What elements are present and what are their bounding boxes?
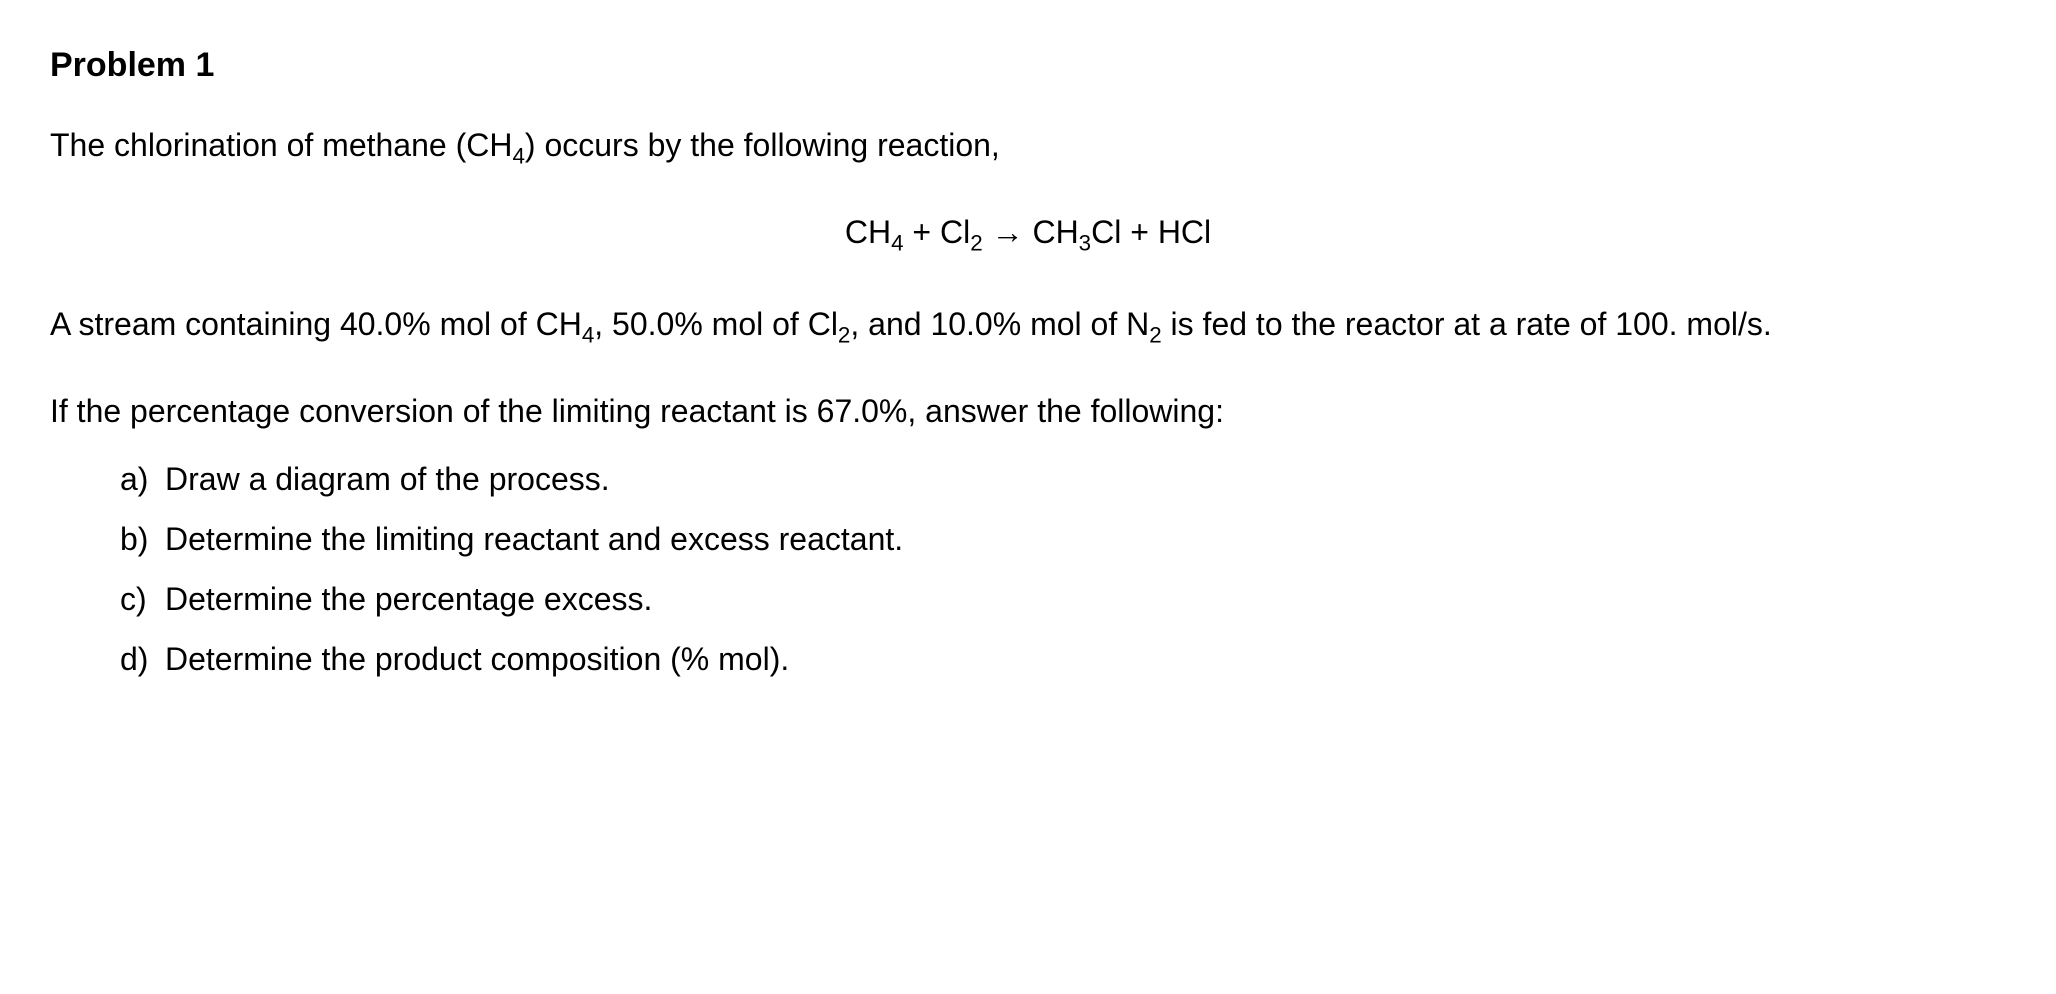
- intro-paragraph: The chlorination of methane (CH4) occurs…: [50, 121, 2006, 173]
- subquestion-b-label: b): [120, 515, 165, 563]
- subquestion-b-text: Determine the limiting reactant and exce…: [165, 515, 903, 563]
- reactant-ch4: CH: [845, 214, 891, 250]
- subquestion-a: a) Draw a diagram of the process.: [120, 455, 2006, 503]
- subquestion-d-label: d): [120, 635, 165, 683]
- stream-part1: A stream containing 40.0% mol of CH: [50, 306, 582, 342]
- stream-sub2: 2: [838, 322, 850, 347]
- subquestion-d-text: Determine the product composition (% mol…: [165, 635, 789, 683]
- stream-sub1: 4: [582, 322, 594, 347]
- subquestion-a-label: a): [120, 455, 165, 503]
- stream-part2: , 50.0% mol of Cl: [594, 306, 838, 342]
- reactant-cl2-sub: 2: [970, 230, 982, 255]
- plus-cl2: + Cl: [904, 214, 971, 250]
- subquestion-d: d) Determine the product composition (% …: [120, 635, 2006, 683]
- subquestion-c: c) Determine the percentage excess.: [120, 575, 2006, 623]
- stream-paragraph: A stream containing 40.0% mol of CH4, 50…: [50, 300, 2006, 352]
- question-paragraph: If the percentage conversion of the limi…: [50, 387, 2006, 435]
- problem-title: Problem 1: [50, 40, 2006, 91]
- stream-part3: , and 10.0% mol of N: [850, 306, 1149, 342]
- product-ch3-sub: 3: [1079, 230, 1091, 255]
- stream-sub3: 2: [1149, 322, 1161, 347]
- arrow-ch3: → CH: [983, 214, 1079, 250]
- subquestion-list: a) Draw a diagram of the process. b) Det…: [50, 455, 2006, 683]
- subquestion-c-text: Determine the percentage excess.: [165, 575, 652, 623]
- intro-text-suffix: ) occurs by the following reaction,: [525, 127, 1000, 163]
- subquestion-a-text: Draw a diagram of the process.: [165, 455, 610, 503]
- reaction-equation: CH4 + Cl2 → CH3Cl + HCl: [50, 208, 2006, 260]
- intro-text-prefix: The chlorination of methane (CH: [50, 127, 512, 163]
- intro-sub-4: 4: [512, 143, 524, 168]
- reactant-ch4-sub: 4: [891, 230, 903, 255]
- product-rest: Cl + HCl: [1091, 214, 1211, 250]
- subquestion-c-label: c): [120, 575, 165, 623]
- subquestion-b: b) Determine the limiting reactant and e…: [120, 515, 2006, 563]
- stream-part4: is fed to the reactor at a rate of 100. …: [1162, 306, 1772, 342]
